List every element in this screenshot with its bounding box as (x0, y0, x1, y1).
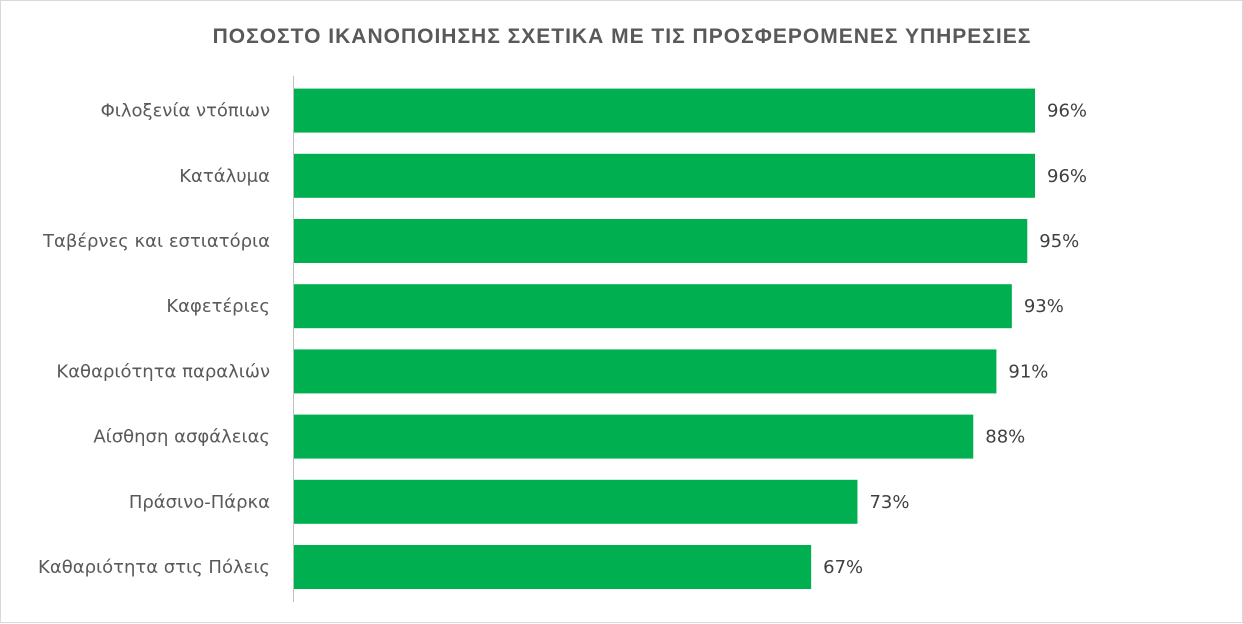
data-label: 96% (1047, 166, 1087, 187)
data-label: 67% (823, 557, 863, 578)
data-label: 93% (1024, 296, 1064, 317)
bar-7 (294, 545, 812, 589)
category-label: Κατάλυμα (179, 166, 270, 187)
data-label: 96% (1047, 101, 1087, 122)
category-label: Πράσινο-Πάρκα (129, 492, 270, 513)
data-label: 88% (985, 427, 1025, 448)
bar-1 (294, 153, 1035, 198)
bar-4 (294, 349, 997, 394)
category-label: Καφετέριες (166, 296, 270, 317)
bar-5 (294, 414, 974, 459)
chart-title: ΠΟΣΟΣΤΟ ΙΚΑΝΟΠΟΙΗΣΗΣ ΣΧΕΤΙΚΑ ΜΕ ΤΙΣ ΠΡΟΣ… (213, 25, 1032, 48)
data-label: 73% (869, 492, 909, 513)
data-label: 95% (1039, 231, 1079, 252)
category-label: Αίσθηση ασφάλειας (93, 427, 270, 448)
category-label: Καθαριότητα στις Πόλεις (38, 557, 270, 578)
bar-6 (294, 479, 858, 524)
bar-2 (294, 219, 1028, 263)
category-label: Φιλοξενία ντόπιων (101, 101, 270, 122)
bar-0 (294, 88, 1035, 133)
category-label: Ταβέρνες και εστιατόρια (42, 231, 270, 252)
category-label: Καθαριότητα παραλιών (56, 361, 270, 382)
bar-3 (294, 284, 1012, 329)
data-label: 91% (1008, 361, 1048, 382)
